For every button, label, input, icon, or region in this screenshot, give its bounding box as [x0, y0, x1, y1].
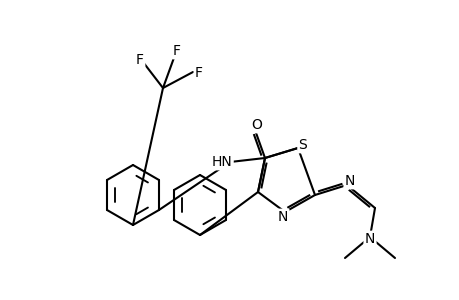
Text: N: N — [344, 174, 354, 188]
Text: N: N — [277, 210, 287, 224]
Text: F: F — [136, 53, 144, 67]
Text: F: F — [173, 44, 180, 58]
Text: S: S — [298, 138, 307, 152]
Text: N: N — [364, 232, 375, 246]
Text: HN: HN — [211, 155, 232, 169]
Text: F: F — [195, 66, 202, 80]
Text: O: O — [251, 118, 262, 132]
